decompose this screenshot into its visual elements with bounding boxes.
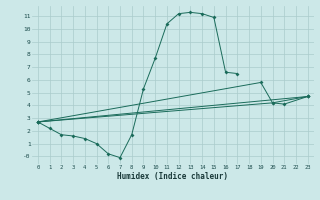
X-axis label: Humidex (Indice chaleur): Humidex (Indice chaleur) bbox=[117, 172, 228, 181]
